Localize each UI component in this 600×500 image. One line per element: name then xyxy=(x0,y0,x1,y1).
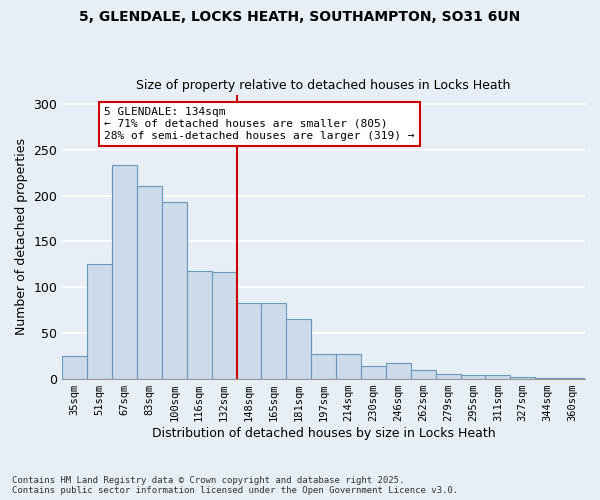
Text: 5, GLENDALE, LOCKS HEATH, SOUTHAMPTON, SO31 6UN: 5, GLENDALE, LOCKS HEATH, SOUTHAMPTON, S… xyxy=(79,10,521,24)
Bar xyxy=(386,364,411,379)
Bar xyxy=(411,370,436,379)
Bar xyxy=(485,376,511,379)
Bar xyxy=(236,303,262,379)
Bar xyxy=(336,354,361,379)
Bar xyxy=(162,202,187,379)
Bar xyxy=(436,374,461,379)
Bar xyxy=(286,320,311,379)
Bar xyxy=(112,165,137,379)
Bar xyxy=(535,378,560,379)
Bar xyxy=(560,378,585,379)
Bar xyxy=(461,376,485,379)
Bar xyxy=(511,377,535,379)
Bar xyxy=(262,303,286,379)
Text: Contains HM Land Registry data © Crown copyright and database right 2025.
Contai: Contains HM Land Registry data © Crown c… xyxy=(12,476,458,495)
Bar xyxy=(137,186,162,379)
Bar xyxy=(187,271,212,379)
Bar xyxy=(62,356,87,379)
Bar xyxy=(311,354,336,379)
Text: 5 GLENDALE: 134sqm
← 71% of detached houses are smaller (805)
28% of semi-detach: 5 GLENDALE: 134sqm ← 71% of detached hou… xyxy=(104,108,415,140)
Bar xyxy=(87,264,112,379)
Y-axis label: Number of detached properties: Number of detached properties xyxy=(15,138,28,336)
Title: Size of property relative to detached houses in Locks Heath: Size of property relative to detached ho… xyxy=(136,79,511,92)
X-axis label: Distribution of detached houses by size in Locks Heath: Distribution of detached houses by size … xyxy=(152,427,496,440)
Bar xyxy=(361,366,386,379)
Bar xyxy=(212,272,236,379)
